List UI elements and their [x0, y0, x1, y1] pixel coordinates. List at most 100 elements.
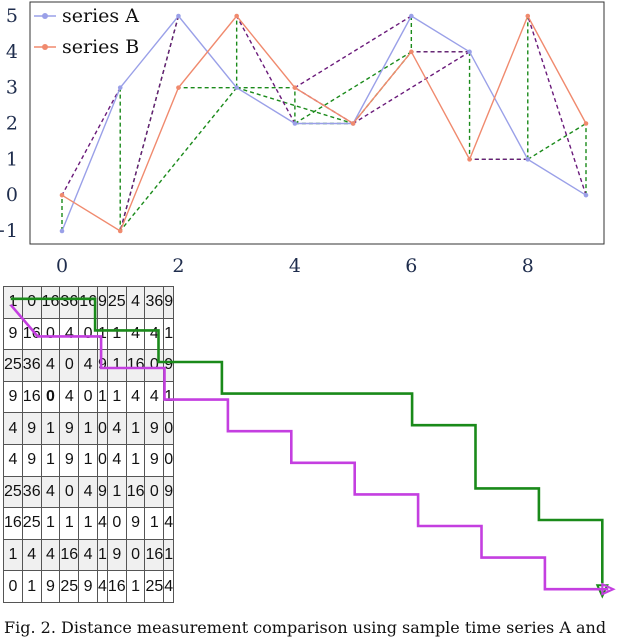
matrix-cell: 1 — [125, 443, 146, 477]
series-point-a — [525, 157, 531, 162]
matrix-cell: 1 — [163, 317, 175, 351]
matrix-cell: 16 — [144, 538, 165, 572]
y-tick-label: 2 — [6, 113, 18, 135]
matrix-cell: 1 — [40, 507, 61, 540]
path-arrowhead-green — [595, 584, 609, 599]
matrix-cell: 1 — [21, 570, 42, 603]
alignment-link-purple — [236, 15, 296, 124]
matrix-cell: 25 — [3, 475, 23, 509]
matrix-cell: 1 — [106, 380, 127, 414]
y-tick-label: 4 — [6, 41, 18, 63]
matrix-cell: 1 — [144, 507, 165, 540]
matrix-cell: 16 — [125, 475, 146, 509]
matrix-row: 25 36 4 0 4 9 1 16 0 9 — [3, 475, 175, 509]
matrix-cell: 4 — [3, 412, 23, 445]
matrix-cell: 1 — [78, 507, 98, 540]
matrix-row: 1 0 16 36 16 9 25 4 36 9 — [3, 286, 175, 319]
matrix-cell: 4 — [125, 317, 146, 351]
matrix-cell: 1 — [78, 412, 98, 445]
matrix-cell: 4 — [144, 380, 165, 414]
series-point-a — [467, 49, 472, 55]
matrix-cell: 0 — [21, 286, 42, 319]
matrix-cell: 9 — [21, 443, 42, 477]
series-point-a — [583, 192, 589, 198]
matrix-cell: 0 — [163, 443, 175, 477]
matrix-cell: 0 — [125, 538, 146, 572]
matrix-cell: 1 — [96, 538, 108, 572]
matrix-cell: 1 — [163, 538, 175, 572]
y-tick-label: 1 — [6, 148, 18, 170]
matrix-cell: 36 — [21, 475, 42, 509]
matrix-cell: 9 — [125, 507, 146, 540]
matrix-cell: 0 — [144, 475, 165, 509]
matrix-cell: 25 — [21, 507, 42, 540]
matrix-cell: 0 — [3, 570, 23, 603]
series-point-b — [583, 121, 589, 126]
matrix-cell: 0 — [96, 443, 108, 477]
matrix-cell: 25 — [59, 570, 80, 603]
matrix-cell: 25 — [144, 570, 165, 603]
matrix-cell: 16 — [3, 507, 23, 540]
alignment-link-purple — [119, 15, 180, 232]
matrix-cell: 9 — [59, 443, 80, 477]
matrix-cell: 36 — [59, 286, 80, 319]
matrix-cell: 16 — [21, 380, 42, 414]
matrix-cell: 4 — [96, 507, 108, 540]
matrix-cell: 1 — [125, 412, 146, 445]
matrix-cell: 4 — [163, 570, 175, 603]
matrix-cell: 9 — [3, 317, 23, 351]
y-tick-label: −1 — [0, 220, 18, 242]
matrix-cell: 4 — [40, 349, 61, 382]
series-point-a — [292, 121, 298, 126]
matrix-cell: 25 — [106, 286, 127, 319]
legend-swatch-marker — [42, 44, 48, 50]
x-tick-label: 2 — [172, 255, 184, 277]
matrix-cell: 4 — [21, 538, 42, 572]
matrix-cell: 4 — [78, 538, 98, 572]
matrix-cell: 1 — [163, 380, 175, 414]
matrix-cell: 16 — [21, 317, 42, 351]
series-point-a — [59, 228, 65, 234]
matrix-cell: 0 — [40, 380, 61, 414]
matrix-cell: 1 — [78, 443, 98, 477]
y-tick-label: 0 — [6, 184, 18, 206]
matrix-cell: 0 — [59, 475, 80, 509]
matrix-cell: 16 — [106, 570, 127, 603]
matrix-cell: 0 — [144, 349, 165, 382]
matrix-row: 9 16 0 4 0 1 1 4 4 1 — [3, 380, 175, 414]
matrix-cell: 9 — [59, 412, 80, 445]
matrix-row: 25 36 4 0 4 9 1 16 0 9 — [3, 349, 175, 382]
x-tick-label: 0 — [56, 255, 68, 277]
matrix-cell: 0 — [96, 412, 108, 445]
matrix-cell: 4 — [106, 443, 127, 477]
matrix-cell: 1 — [40, 412, 61, 445]
series-point-b — [59, 192, 65, 198]
distance-matrix: 1 0 16 36 16 9 25 4 36 9 9 16 0 4 0 1 1 4 4 1 25 36 4 0 4 9 1 16 0 9 9… — [3, 286, 175, 603]
matrix-cell: 9 — [96, 475, 108, 509]
matrix-cell: 4 — [96, 570, 108, 603]
matrix-cell: 4 — [78, 349, 98, 382]
matrix-cell: 0 — [40, 317, 61, 351]
matrix-cell: 1 — [40, 443, 61, 477]
time-series-chart: −1 0 1 2 3 4 5 0 2 4 6 8 series A series B — [0, 1, 605, 277]
matrix-cell: 9 — [106, 538, 127, 572]
alignment-link-green — [294, 51, 412, 125]
matrix-row: 0 1 9 25 9 4 16 1 25 4 — [3, 570, 175, 603]
series-point-b — [292, 85, 298, 90]
series-point-a — [176, 13, 181, 19]
matrix-cell: 9 — [40, 570, 61, 603]
matrix-cell: 1 — [96, 317, 108, 351]
matrix-cell: 4 — [125, 286, 146, 319]
matrix-cell: 4 — [144, 317, 165, 351]
series-point-b — [350, 121, 356, 126]
legend-swatch-marker — [42, 13, 48, 19]
y-tick-label: 5 — [6, 5, 18, 27]
matrix-cell: 9 — [78, 570, 98, 603]
matrix-cell: 4 — [78, 475, 98, 509]
path-arrowhead-purple — [601, 582, 616, 596]
matrix-cell: 4 — [40, 475, 61, 509]
matrix-cell: 1 — [3, 538, 23, 572]
legend-label: series A — [62, 5, 139, 27]
